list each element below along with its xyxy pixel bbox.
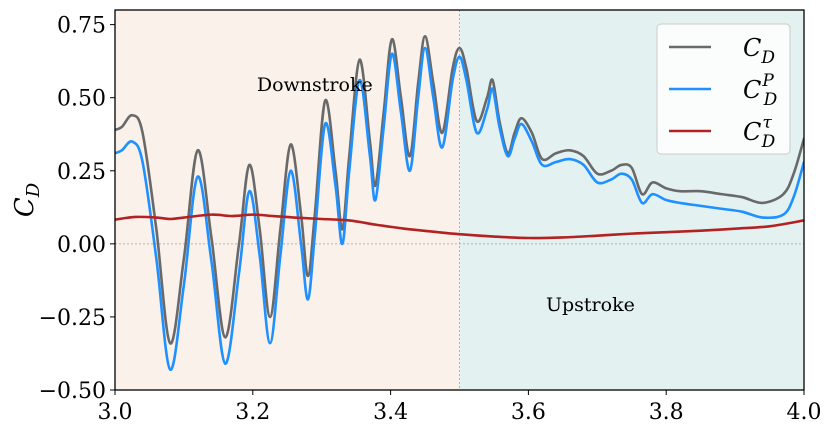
- x-tick-label: 4.0: [787, 400, 822, 425]
- cd-total-line: [115, 35, 804, 345]
- cd-viscous-line: [115, 213, 804, 240]
- y-tick-label: 0.25: [57, 160, 106, 185]
- region-downstroke: [115, 10, 460, 390]
- x-tick-label: 3.8: [649, 400, 684, 425]
- y-tick-label: −0.25: [39, 306, 106, 331]
- reference-lines-layer: [115, 10, 804, 390]
- legend-label-0: CD: [743, 34, 775, 68]
- series-layer: [115, 35, 804, 371]
- x-tick-label: 3.2: [235, 400, 270, 425]
- y-tick-label: −0.50: [39, 379, 106, 404]
- x-tick-label: 3.4: [373, 400, 408, 425]
- x-tick-label: 3.0: [98, 400, 133, 425]
- ticks-layer: 3.0 3.2 3.4 3.6 3.8 4.0 −0.50 −0.25 0.00 0.25 0.50…: [39, 14, 822, 425]
- x-tick-label: 3.6: [511, 400, 546, 425]
- cd-pressure-line: [115, 46, 804, 371]
- region-labels-layer: Downstroke Upstroke: [257, 74, 635, 316]
- region-label-downstroke: Downstroke: [257, 74, 373, 96]
- y-tick-label: 0.00: [57, 233, 106, 258]
- y-axis-label: CD: [10, 182, 44, 217]
- region-label-upstroke: Upstroke: [546, 294, 635, 316]
- legend-label-1: CP D: [743, 71, 778, 110]
- legend-box: [656, 23, 791, 155]
- y-tick-label: 0.50: [57, 87, 106, 112]
- plot-frame: [114, 9, 805, 391]
- legend-label-2: Cτ D: [743, 113, 776, 152]
- y-tick-label: 0.75: [57, 14, 106, 39]
